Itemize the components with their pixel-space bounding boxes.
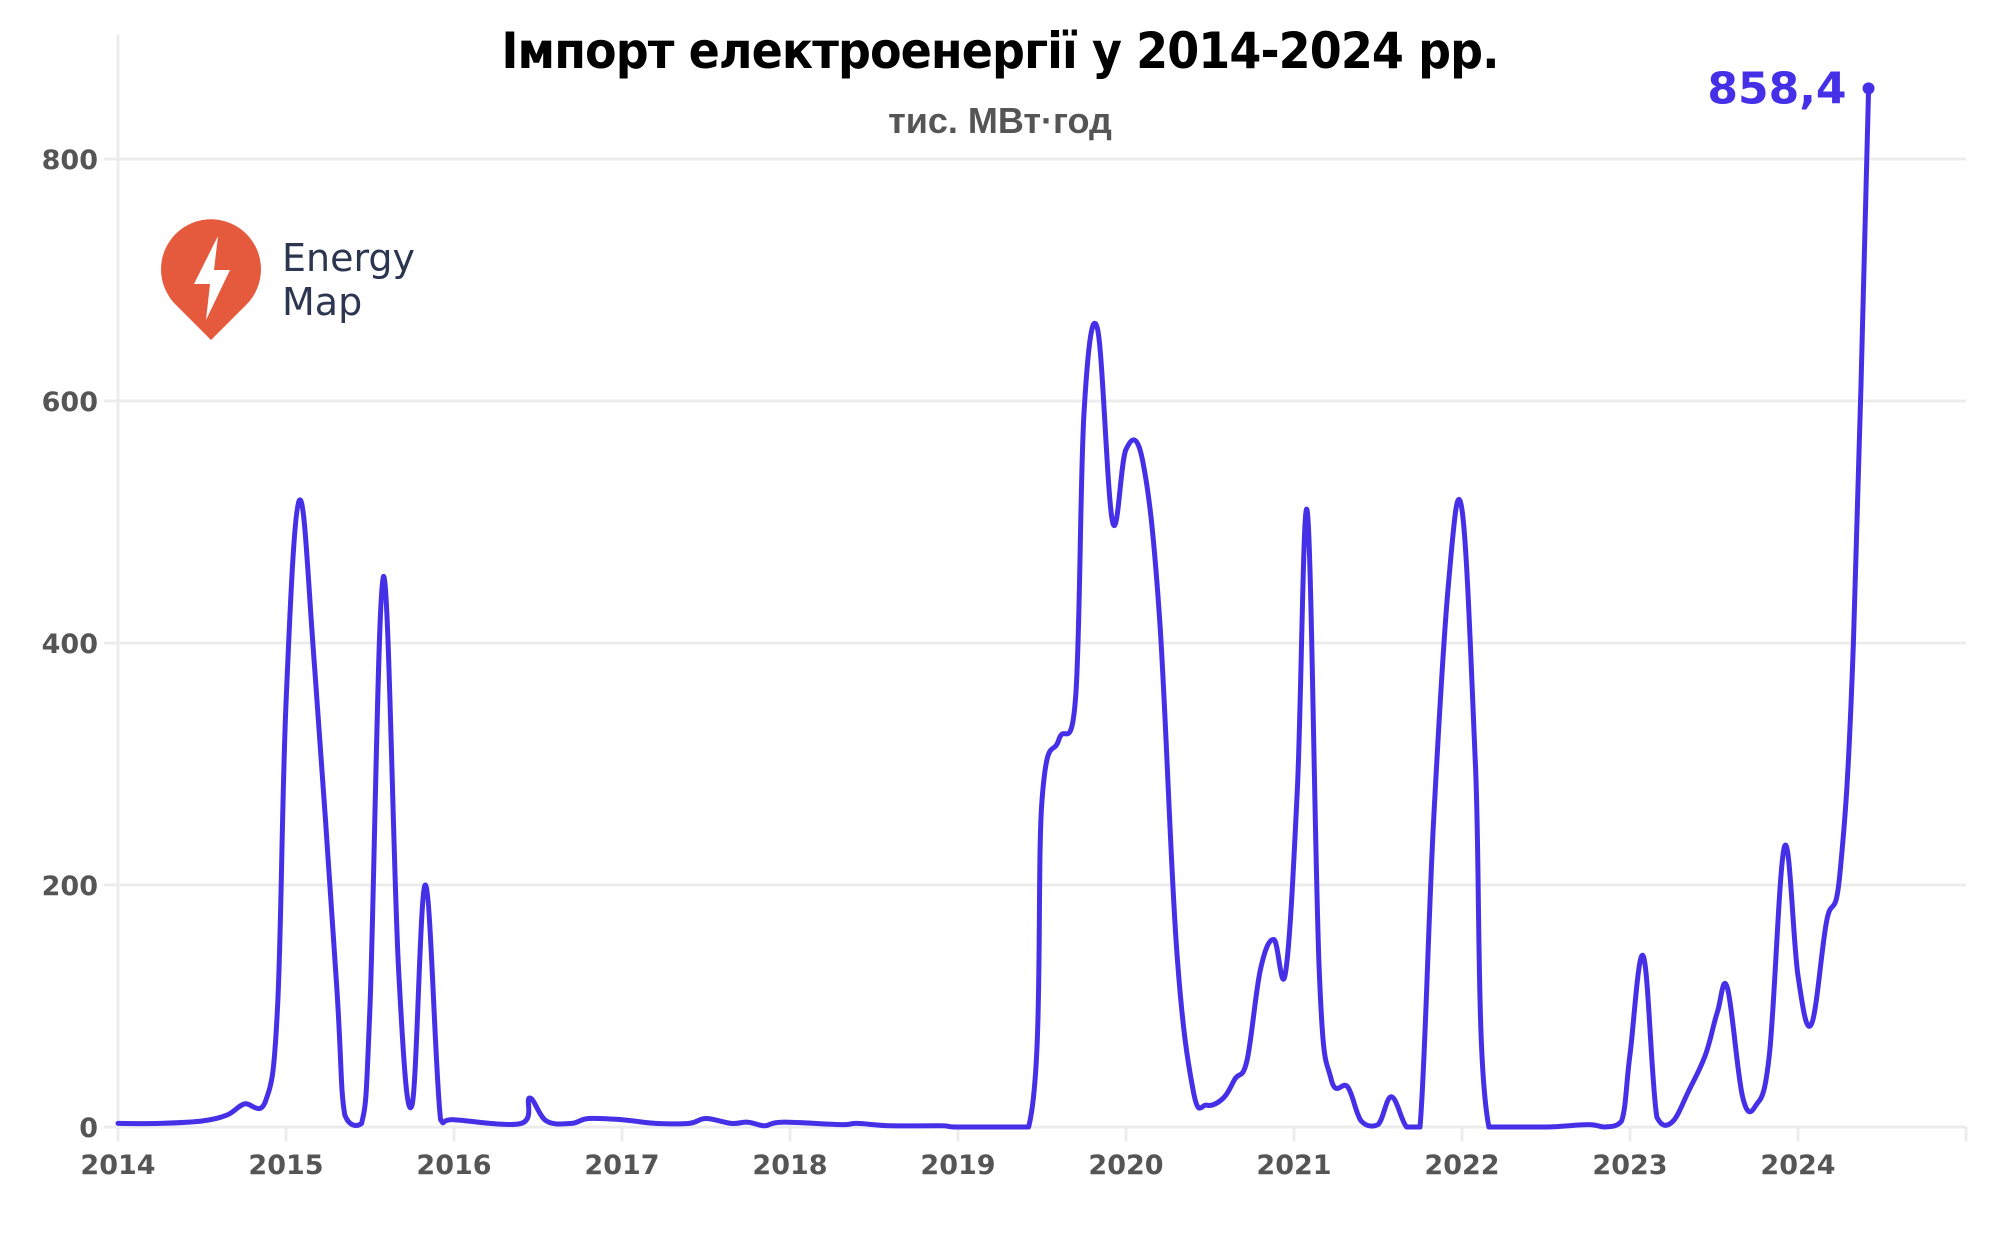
y-tick-400: 400 xyxy=(42,629,98,660)
axes xyxy=(116,35,1968,1141)
y-axis-tick-labels: 0 200 400 600 800 xyxy=(42,145,98,1144)
chart-subtitle-units: тис. МВт·год xyxy=(888,100,1112,141)
y-tick-800: 800 xyxy=(42,145,98,176)
chart-title: Імпорт електроенергії у 2014-2024 рр. xyxy=(501,22,1499,80)
gridlines xyxy=(104,157,1966,1129)
last-point-marker xyxy=(1862,82,1875,95)
x-tick-2021: 2021 xyxy=(1256,1150,1331,1181)
x-tick-2022: 2022 xyxy=(1424,1150,1499,1181)
x-tick-2023: 2023 xyxy=(1592,1150,1667,1181)
import-series-line xyxy=(115,85,1872,1130)
x-tick-2018: 2018 xyxy=(752,1150,827,1181)
logo-line-map: Map xyxy=(282,280,363,324)
x-tick-2019: 2019 xyxy=(920,1150,995,1181)
lightning-pin-icon xyxy=(161,219,261,340)
x-tick-2020: 2020 xyxy=(1088,1150,1163,1181)
x-tick-2015: 2015 xyxy=(248,1150,323,1181)
x-tick-2016: 2016 xyxy=(416,1150,491,1181)
x-tick-2017: 2017 xyxy=(584,1150,659,1181)
x-axis-tick-labels: 2014 2015 2016 2017 2018 2019 2020 2021 2022 2023… xyxy=(80,1150,1835,1181)
y-tick-600: 600 xyxy=(42,387,98,418)
x-tick-2024: 2024 xyxy=(1760,1150,1835,1181)
energy-map-logo: Energy Map xyxy=(160,218,480,348)
y-tick-0: 0 xyxy=(79,1113,98,1144)
x-tick-2014: 2014 xyxy=(80,1150,155,1181)
y-tick-200: 200 xyxy=(42,871,98,902)
logo-line-energy: Energy xyxy=(282,236,416,280)
logo-text: Energy Map xyxy=(282,236,415,324)
last-value-label: 858,4 xyxy=(1707,63,1846,114)
